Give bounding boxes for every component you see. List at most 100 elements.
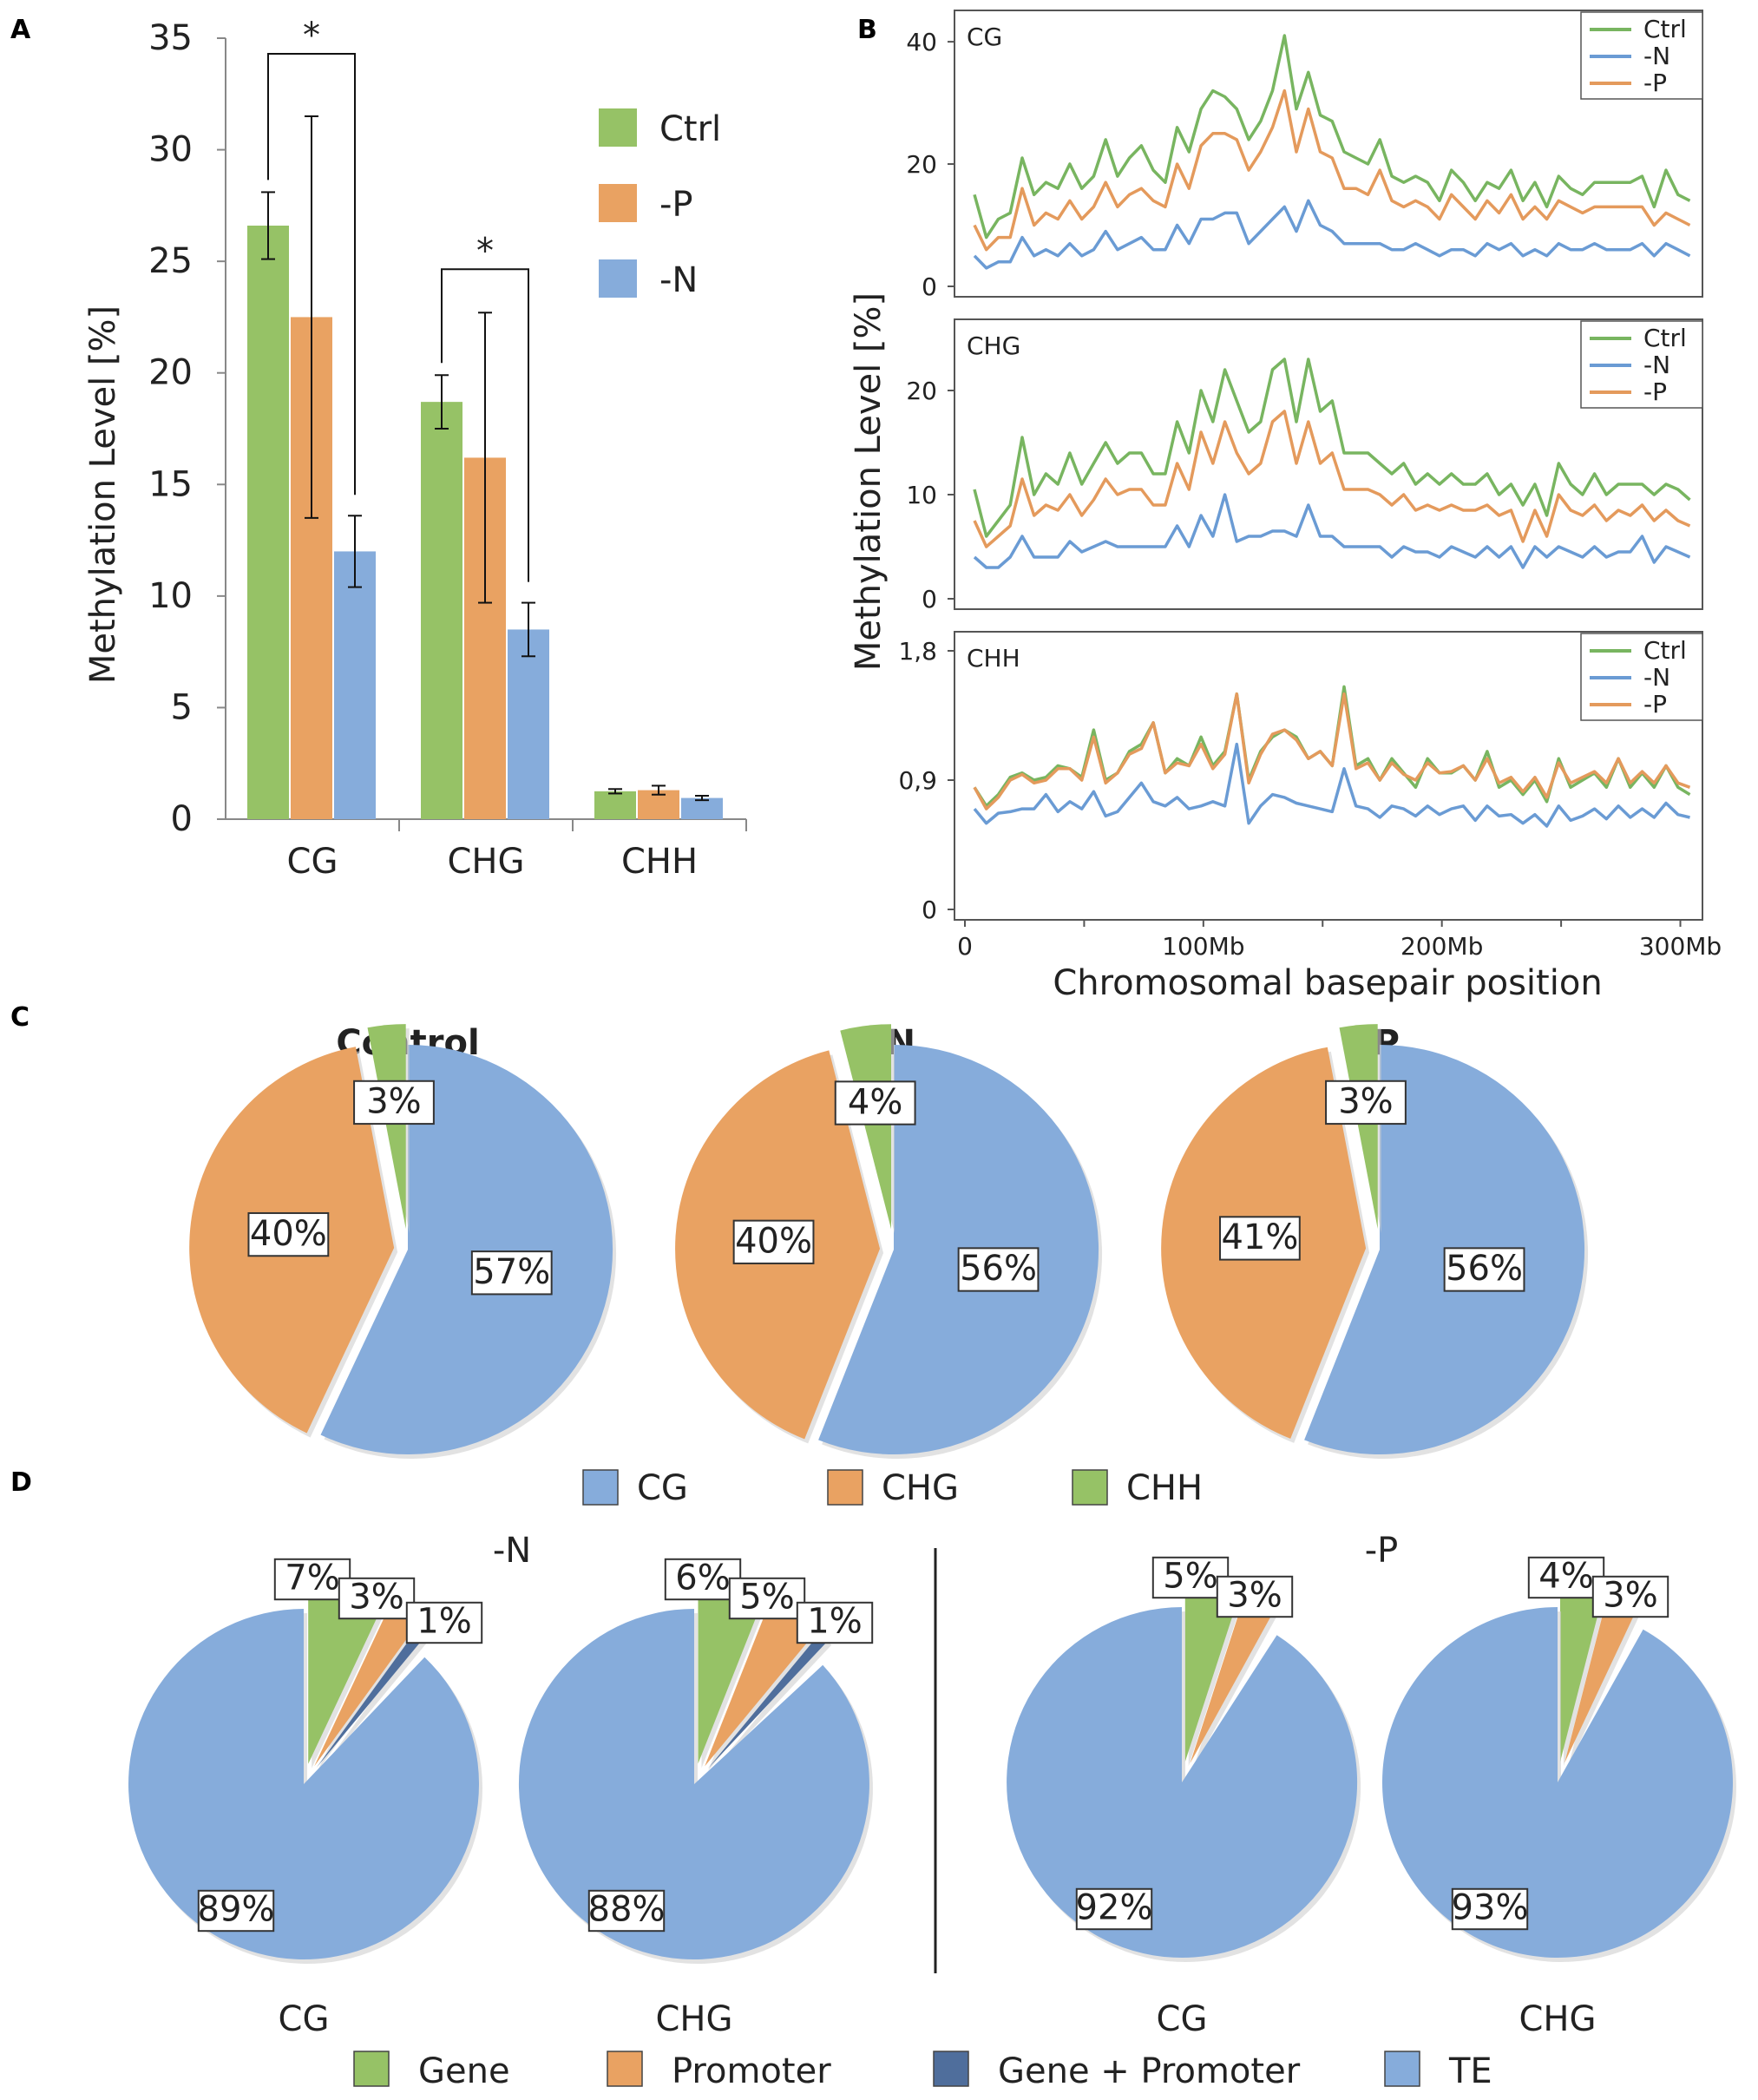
pie-slice-promoter [314,1607,417,1767]
pie-label: 5% [739,1578,794,1618]
pie-slice-chh [1339,1024,1378,1230]
pie-p-cg: CG 5% 3% 92% [1007,1557,1361,2039]
x-category-label: CHH [621,842,698,882]
legend-label-p: -P [1643,69,1667,97]
pie-slice-shadow [1193,1600,1278,1768]
legend-label-te: TE [1448,2051,1492,2091]
pie-slice-chh [367,1024,406,1230]
pie-label-box [353,1080,435,1125]
pie-label: 40% [735,1222,812,1262]
legend-label-n: -N [1643,42,1670,70]
series-line-n [973,199,1691,270]
y-tick-label: 40 [906,28,937,56]
legend-label-ctrl: Ctrl [1643,636,1687,665]
legend-label-ctrl: Ctrl [1643,324,1687,352]
subplot-frame [954,10,1703,298]
x-tick-label: 0 [957,932,973,961]
pie-label-box [834,1080,916,1125]
panel-label-d: D [10,1467,32,1498]
pie-control: Control57%40%3% [189,1023,617,1459]
y-tick-label: 30 [148,130,193,170]
legend-label-promoter: Promoter [672,2051,831,2091]
pie-slice-gene [1184,1586,1240,1762]
panel-label-a: A [10,15,31,45]
pie-n: -N56%40%4% [675,1023,1103,1459]
legend-label-chg: CHG [882,1468,959,1508]
significance-bracket [267,53,356,495]
pie-slice-promoter [705,1603,817,1767]
pie-label: 6% [675,1559,730,1598]
pie-label-box [1451,1887,1529,1931]
series-line-n [973,493,1691,569]
legend-label-chh: CHH [1126,1468,1203,1508]
bar-ctrl-chg [421,402,462,819]
series-line-p [973,89,1691,252]
y-tick-label: 20 [148,353,193,393]
series-line-n [973,742,1690,828]
legend-label-n: -N [1643,663,1670,692]
series-line-ctrl [973,34,1691,240]
pie-label-box [470,1250,553,1296]
x-tick-label: 200Mb [1400,932,1483,961]
group-label-minus-n: -N [493,1531,531,1571]
y-tick-label: 20 [906,377,937,405]
pie-slice-te [518,1608,869,1959]
pie-slice-te [1381,1607,1733,1958]
pie-label: 89% [198,1890,275,1930]
pie-slice-shadow [319,1630,432,1773]
pie-label-box [796,1601,874,1644]
legend-swatch-gene [353,2051,390,2087]
y-tick-label: 0 [922,272,937,301]
y-tick-label: 15 [148,464,193,504]
legend-label-p: -P [1643,377,1667,406]
significance-star: * [476,231,494,271]
pie-label: 40% [250,1214,327,1254]
pie-slice-gene [698,1588,763,1764]
pie-label: 93% [1452,1888,1529,1928]
pie-label-box [728,1577,806,1620]
y-tick-label: 20 [906,150,937,179]
pie-label-box [1151,1556,1230,1599]
pie-label-box [957,1247,1040,1292]
legend-swatch-cg [582,1469,619,1506]
pie-label: 3% [1603,1576,1657,1616]
legend-label-gene: Gene [418,2051,510,2091]
pie-context-label: CG [1157,1999,1208,2039]
legend-label-p: -P [1643,690,1667,719]
x-tick-label: 100Mb [1162,932,1244,961]
pie-label: 56% [1446,1249,1523,1289]
legend-swatch-gene-promoter [933,2051,969,2087]
pie-slice-te [1007,1607,1358,1958]
y-axis-title: Methylation Level [%] [83,305,123,684]
subplot-title: CHH [967,644,1020,673]
x-tick-label: 300Mb [1639,932,1722,961]
pie-label-box [732,1219,815,1264]
legend-label-gene-promoter: Gene + Promoter [998,2051,1301,2091]
bar-n-chg [508,629,549,819]
pie-slice-gene-promoter [316,1625,429,1769]
panel-a-bar-chart: A 0 5 10 15 20 25 30 35 Methylation Level [%] CG CH… [10,15,747,882]
pie-label-box [338,1577,416,1620]
pie-n-cg: CG 7% 3% 1% 89% [128,1559,483,2039]
pie-context-label: CHG [655,1999,732,2039]
legend-label-ctrl: Ctrl [659,109,721,149]
legend-swatch-promoter [607,2051,643,2087]
pie-label-box [1218,1216,1301,1261]
pie-n-chg: CHG 6% 5% 1% 88% [518,1559,874,2039]
panel-label-c: C [10,1002,30,1033]
pie-label: 57% [473,1252,550,1292]
line-subplot-cg: 0 20 40 CG Ctrl-N-P [906,10,1703,301]
pie-p-chg: CHG 4% 3% 93% [1381,1557,1736,2039]
legend-label-n: -N [659,260,698,300]
pie-slice-gene [1560,1586,1604,1762]
subplot-title: CHG [967,331,1020,360]
pie-p: -P56%41%3% [1161,1023,1589,1459]
pie-label: 3% [366,1082,421,1122]
x-category-label: CG [287,842,338,882]
pie-label: 92% [1076,1888,1153,1928]
series-line-ctrl [973,358,1691,538]
x-axis-title: Chromosomal basepair position [1053,963,1602,1003]
pie-slice-gene [308,1588,384,1764]
y-tick-label: 10 [148,576,193,616]
